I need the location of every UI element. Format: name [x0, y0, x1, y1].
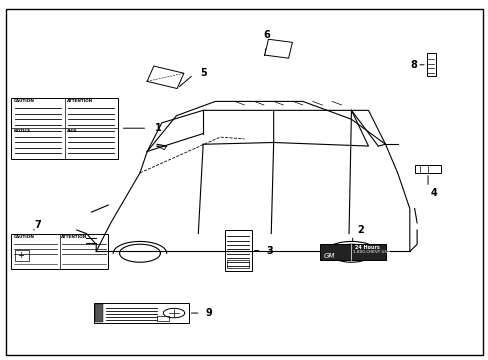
Bar — [319, 244, 385, 260]
Text: 8: 8 — [410, 60, 417, 70]
Text: CAUTION: CAUTION — [14, 99, 34, 103]
Bar — [224, 230, 251, 271]
Text: 5: 5 — [201, 68, 207, 78]
Text: NOTICE: NOTICE — [14, 129, 31, 133]
Bar — [11, 98, 118, 158]
Text: 24 Hours: 24 Hours — [354, 244, 379, 249]
Text: ATTENTION: ATTENTION — [67, 99, 93, 103]
Bar — [426, 53, 435, 76]
Bar — [95, 304, 103, 322]
Bar — [11, 234, 108, 269]
Bar — [94, 303, 188, 323]
Text: +: + — [18, 251, 24, 260]
Text: CAUTION: CAUTION — [14, 235, 34, 239]
Text: 9: 9 — [205, 308, 212, 318]
Text: ATTENTION: ATTENTION — [61, 235, 87, 239]
Text: GM: GM — [323, 252, 334, 258]
Text: AVIS: AVIS — [67, 129, 78, 133]
Text: 7: 7 — [34, 220, 41, 230]
Text: 1-800-CHEVY USA: 1-800-CHEVY USA — [352, 250, 389, 254]
Bar — [15, 250, 29, 261]
Bar — [227, 260, 249, 267]
Text: 6: 6 — [263, 30, 269, 40]
Text: 3: 3 — [266, 246, 273, 256]
Bar — [414, 165, 441, 173]
Bar — [157, 316, 169, 321]
Text: 1: 1 — [154, 123, 161, 133]
Text: 4: 4 — [429, 188, 436, 198]
Text: 2: 2 — [357, 225, 364, 235]
